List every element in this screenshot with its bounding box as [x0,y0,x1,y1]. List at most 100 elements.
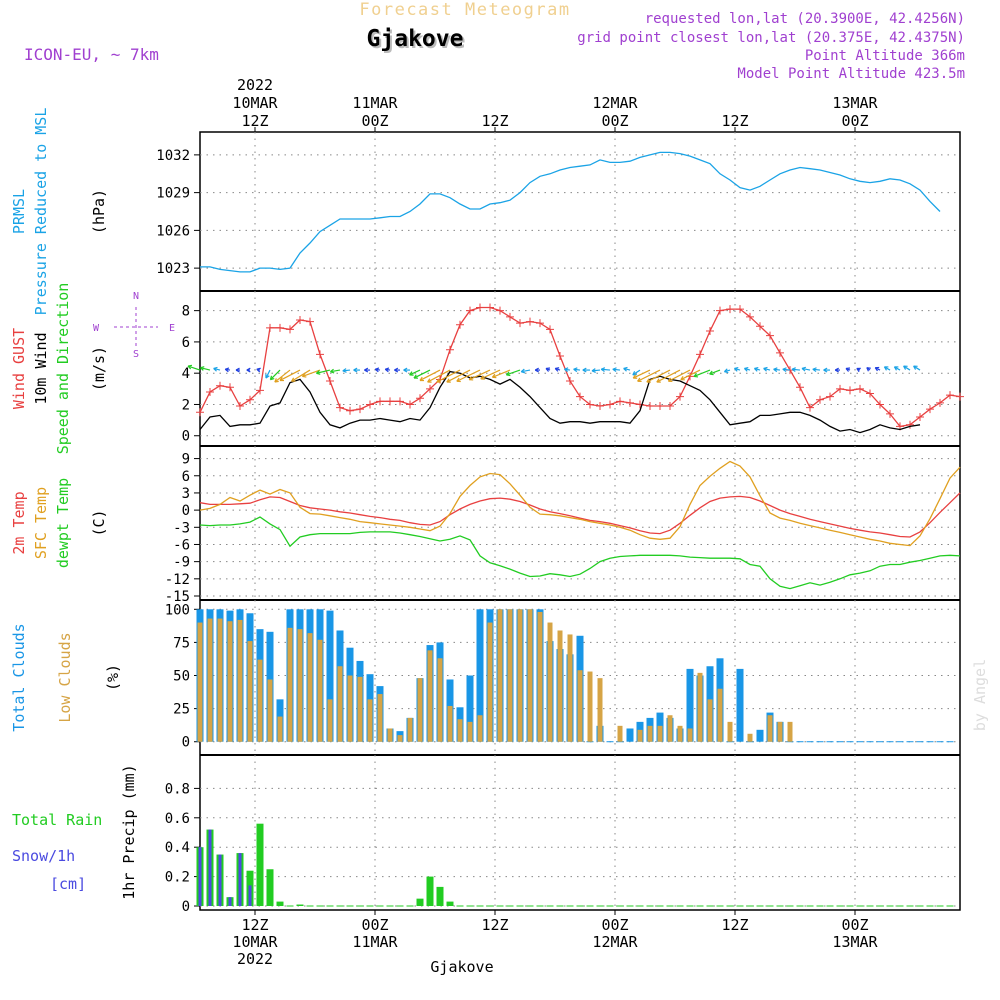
gust-marker [406,400,414,409]
gust-marker [266,323,274,332]
y-tick-label: 2 [182,397,190,413]
bar-low-clouds [697,672,703,742]
wind-vector-head [353,367,358,373]
gust-marker [746,312,754,321]
gust-marker [806,403,814,412]
bar-total-rain [446,901,454,906]
panel-pressure: 1023 1026 1029 1032 PRMSL Pressure Reduced to… [10,108,960,315]
gust-marker [246,395,254,404]
gust-marker [876,400,884,409]
bar-low-clouds [637,729,643,742]
gust-marker [906,420,914,429]
bar-total-rain [256,823,264,906]
gust-marker [196,408,204,417]
wind-vector [419,369,441,381]
wind-vector-head [505,371,511,377]
wind-vector [680,369,701,381]
gust-marker [866,389,874,398]
wind-vector-head [374,367,380,373]
wind-vector-head [582,367,587,373]
bar-low-clouds [337,666,343,742]
wind-vector [913,365,921,371]
gust-marker [956,392,964,401]
wind-vector-head [199,366,205,371]
y-tick-label: -15 [165,589,190,605]
y-tick-label: 0 [182,503,190,519]
bar-low-clouds [567,634,573,742]
model-label: ICON-EU, ~ 7km [24,45,159,64]
gust-marker [336,403,344,412]
bar-low-clouds [787,721,793,742]
wind-vector-head [427,378,432,383]
bar-low-clouds [537,611,543,742]
wind-vector [480,369,501,380]
wind-vector-head [763,366,768,372]
bar-low-clouds [577,670,583,742]
gust-marker [546,325,554,334]
bar-low-clouds [437,658,443,742]
bar-low-clouds [677,725,683,742]
bar-low-clouds [717,688,723,742]
label-snow: Snow/1h [12,847,75,865]
wind-vector-head [274,378,279,383]
gust-marker [706,326,714,335]
panel-label: PRMSL [10,189,28,234]
top-time-label: 12Z [481,112,508,130]
y-tick-label: -3 [173,520,190,536]
wind-vector-head [342,368,347,373]
bar-total-rain [426,876,434,906]
top-time-label: 10MAR [232,94,278,112]
bar-total-rain [276,901,284,906]
panel-precip: 0 0.2 0.4 0.6 0.8 [165,755,960,915]
bar-low-clouds [387,728,393,742]
bar-low-clouds [617,725,623,742]
wind-vector-head [269,375,275,381]
wind-vector-head [279,376,285,382]
gust-marker [236,402,244,411]
wind-vector [668,369,691,382]
bar-low-clouds [207,618,213,742]
wind-vector-head [187,364,193,370]
bottom-time-label: 10MAR [232,933,278,951]
wind-vector-head [600,367,606,372]
gust-marker [386,397,394,406]
top-time-label: 11MAR [352,94,398,112]
wind-vector-head [224,367,230,373]
top-time-label: 13MAR [832,94,878,112]
gust-marker [316,350,324,359]
gust-marker [376,397,384,406]
series-line-10m-wind [199,370,921,434]
panel-wind: 0 2 4 6 8 Wind GUST 10m Wind Speed and Directio… [10,283,964,454]
panel-label: (hPa) [90,189,108,234]
bar-low-clouds [517,609,523,742]
bar-low-clouds [347,675,353,742]
wind-vector-head [791,367,796,373]
wind-vector [632,369,641,376]
bar-low-clouds [427,650,433,742]
gust-marker [886,409,894,418]
gust-marker [916,412,924,421]
wind-vector-head [845,367,851,372]
panel-label: Wind GUST [10,328,28,409]
wind-vector-head [384,367,390,373]
y-tick-label: 100 [165,602,190,618]
bottom-time-label: 11MAR [352,933,398,951]
y-tick-label: 0.2 [165,870,190,886]
wind-vector [316,369,331,374]
gust-marker [766,331,774,340]
y-tick-label: -12 [165,572,190,588]
gust-marker [726,305,734,314]
precip-labels: Total Rain Snow/1h [cm] 1hr Precip (mm) [12,764,138,899]
wind-vector-head [235,367,240,373]
y-tick-label: 1032 [156,148,190,164]
gust-marker [586,400,594,409]
gust-marker [536,319,544,328]
wind-vector-head [812,367,817,373]
top-time-label: 12MAR [592,94,638,112]
wind-vector [413,369,431,379]
wind-vector-head [637,377,642,383]
panel-label: SFC Temp [32,487,50,559]
label-precip-axis: 1hr Precip (mm) [120,764,138,899]
top-time-label: 00Z [601,112,628,130]
bar-low-clouds [657,725,663,742]
